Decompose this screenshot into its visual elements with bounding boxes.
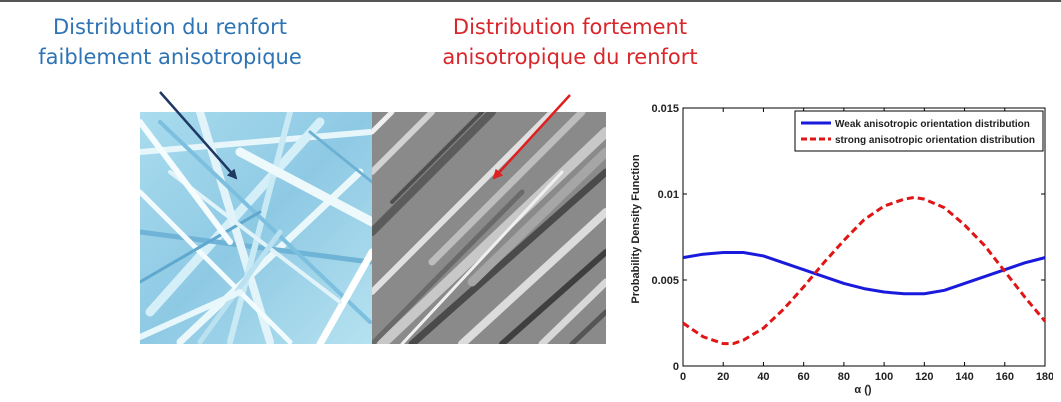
caption-weak-anisotropic: Distribution du renfort faiblement aniso… <box>5 12 335 72</box>
series-line-weak <box>682 250 1046 296</box>
x-tick-label: 20 <box>717 371 729 383</box>
x-tick-label: 40 <box>757 371 769 383</box>
micrograph-strong-anisotropic <box>372 112 606 344</box>
chart-series <box>682 195 1047 346</box>
y-tick-label: 0.015 <box>651 103 679 115</box>
x-axis-label: α (̊) <box>854 384 871 396</box>
arrow-weak <box>159 91 238 180</box>
x-tick-label: 160 <box>996 371 1014 383</box>
x-tick-label: 100 <box>875 371 893 383</box>
legend-label: strong anisotropic orientation distribut… <box>835 135 1035 146</box>
y-tick-label: 0.01 <box>658 189 679 201</box>
x-tick-label: 0 <box>680 371 686 383</box>
y-tick-label: 0 <box>673 361 679 373</box>
micrograph-weak-anisotropic <box>140 112 372 344</box>
caption-weak-line1: Distribution du renfort <box>52 15 287 39</box>
x-tick-label: 120 <box>915 371 933 383</box>
caption-weak-line2: faiblement anisotropique <box>38 45 302 69</box>
y-tick-label: 0.005 <box>651 275 679 287</box>
caption-strong-anisotropic: Distribution fortement anisotropique du … <box>405 12 735 72</box>
legend-label: Weak anisotropic orientation distributio… <box>835 119 1030 130</box>
caption-strong-line1: Distribution fortement <box>452 15 688 39</box>
caption-strong-line2: anisotropique du renfort <box>442 45 698 69</box>
plot-frame <box>682 107 1046 367</box>
series-line-strong <box>682 195 1047 346</box>
x-tick-label: 140 <box>955 371 973 383</box>
micrograph-panel <box>140 112 606 344</box>
arrow-strong <box>492 94 571 180</box>
chart-legend: Weak anisotropic orientation distributio… <box>794 110 1044 152</box>
top-rule <box>0 0 1061 2</box>
y-axis-label: Probability Density Function <box>630 154 642 303</box>
pdf-chart: 0 20 40 60 80 100 120 140 160 18000.0050.010.015 … <box>630 103 1053 396</box>
x-tick-label: 60 <box>798 371 810 383</box>
chart-axes: 0 20 40 60 80 100 120 140 160 180 0 0.005 0.01 0.015 <box>651 103 1053 383</box>
legend-box <box>794 110 1044 152</box>
x-tick-label: 180 <box>1036 371 1053 383</box>
x-tick-label: 80 <box>838 371 850 383</box>
